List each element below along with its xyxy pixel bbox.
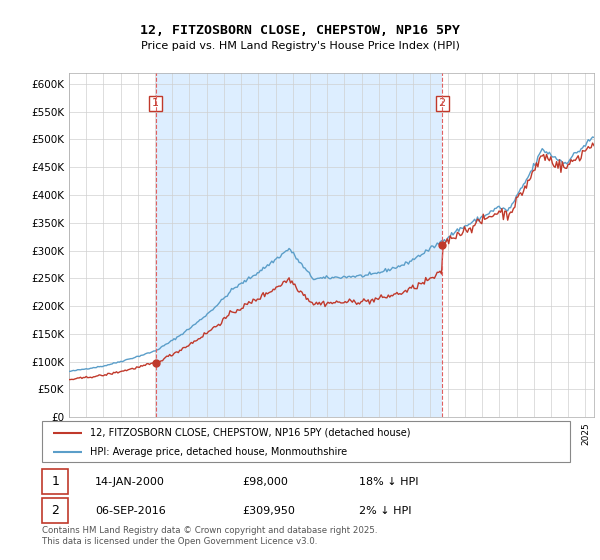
Text: 14-JAN-2000: 14-JAN-2000 xyxy=(95,477,164,487)
Bar xyxy=(156,73,442,417)
Text: 1: 1 xyxy=(51,475,59,488)
FancyBboxPatch shape xyxy=(42,421,570,462)
Text: 06-SEP-2016: 06-SEP-2016 xyxy=(95,506,166,516)
Text: £309,950: £309,950 xyxy=(242,506,296,516)
Text: Price paid vs. HM Land Registry's House Price Index (HPI): Price paid vs. HM Land Registry's House … xyxy=(140,41,460,51)
Text: 1: 1 xyxy=(152,99,159,108)
Text: 12, FITZOSBORN CLOSE, CHEPSTOW, NP16 5PY (detached house): 12, FITZOSBORN CLOSE, CHEPSTOW, NP16 5PY… xyxy=(89,428,410,437)
Text: 2% ↓ HPI: 2% ↓ HPI xyxy=(359,506,412,516)
FancyBboxPatch shape xyxy=(42,498,68,523)
Text: 2: 2 xyxy=(51,504,59,517)
Text: HPI: Average price, detached house, Monmouthshire: HPI: Average price, detached house, Monm… xyxy=(89,447,347,457)
Text: 12, FITZOSBORN CLOSE, CHEPSTOW, NP16 5PY: 12, FITZOSBORN CLOSE, CHEPSTOW, NP16 5PY xyxy=(140,24,460,37)
Text: 2: 2 xyxy=(439,99,446,108)
Text: £98,000: £98,000 xyxy=(242,477,289,487)
Text: Contains HM Land Registry data © Crown copyright and database right 2025.
This d: Contains HM Land Registry data © Crown c… xyxy=(42,526,377,546)
Text: 18% ↓ HPI: 18% ↓ HPI xyxy=(359,477,418,487)
FancyBboxPatch shape xyxy=(42,469,68,494)
